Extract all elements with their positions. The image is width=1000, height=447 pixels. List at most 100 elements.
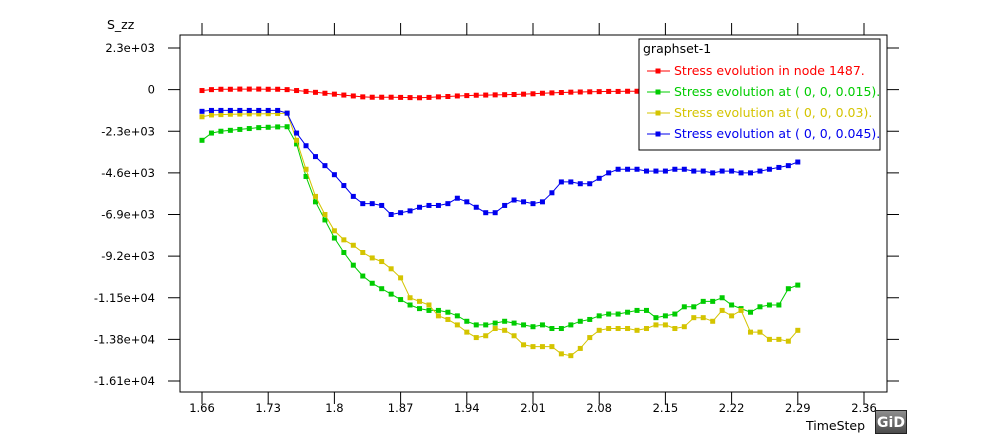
data-point xyxy=(785,163,791,169)
data-point xyxy=(341,237,347,243)
data-point xyxy=(587,181,593,187)
data-point xyxy=(294,130,300,136)
y-tick-label: -6.9e+03 xyxy=(101,208,155,222)
legend-marker xyxy=(655,110,661,116)
data-point xyxy=(530,201,536,207)
data-point xyxy=(643,307,649,313)
data-point xyxy=(691,315,697,321)
data-point xyxy=(766,302,772,308)
data-point xyxy=(681,166,687,172)
data-point xyxy=(341,250,347,256)
data-point xyxy=(218,128,224,134)
y-axis-title: S_zz xyxy=(107,17,135,32)
data-point xyxy=(700,315,706,321)
y-tick-label: -9.2e+03 xyxy=(101,249,155,263)
data-point xyxy=(237,107,243,113)
data-point xyxy=(379,286,385,292)
data-point xyxy=(256,86,262,92)
data-point xyxy=(568,322,574,328)
data-point xyxy=(227,127,233,133)
data-point xyxy=(208,112,214,118)
series-2 xyxy=(199,110,801,359)
data-point xyxy=(502,92,508,98)
data-point xyxy=(379,259,385,265)
data-point xyxy=(303,166,309,172)
data-point xyxy=(303,173,309,179)
data-point xyxy=(748,329,754,335)
data-point xyxy=(284,87,290,93)
data-point xyxy=(577,181,583,187)
data-point xyxy=(227,107,233,113)
data-point xyxy=(464,199,470,205)
data-point xyxy=(776,336,782,342)
data-point xyxy=(388,94,394,100)
data-point xyxy=(568,89,574,95)
data-point xyxy=(549,190,555,196)
data-point xyxy=(795,159,801,165)
data-point xyxy=(653,168,659,174)
data-point xyxy=(539,322,545,328)
data-point xyxy=(511,197,517,203)
data-point xyxy=(795,327,801,333)
data-point xyxy=(549,90,555,96)
data-point xyxy=(558,351,564,357)
data-point xyxy=(766,336,772,342)
data-point xyxy=(473,92,479,98)
data-point xyxy=(360,250,366,256)
data-point xyxy=(237,86,243,92)
data-point xyxy=(738,170,744,176)
data-point xyxy=(454,195,460,201)
data-point xyxy=(199,137,205,143)
data-point xyxy=(729,302,735,308)
data-point xyxy=(558,90,564,96)
x-tick-label: 2.22 xyxy=(719,401,745,415)
x-tick-label: 1.8 xyxy=(325,401,343,415)
data-point xyxy=(719,307,725,313)
data-point xyxy=(634,166,640,172)
data-point xyxy=(275,124,281,130)
data-point xyxy=(615,166,621,172)
data-point xyxy=(246,126,252,132)
data-point xyxy=(369,255,375,261)
data-point xyxy=(454,322,460,328)
data-point xyxy=(748,170,754,176)
data-point xyxy=(691,304,697,310)
y-tick-label: -1.15e+04 xyxy=(94,291,155,305)
data-point xyxy=(398,94,404,100)
data-point xyxy=(227,111,233,117)
data-point xyxy=(530,324,536,330)
data-point xyxy=(208,107,214,113)
data-point xyxy=(275,86,281,92)
data-point xyxy=(615,88,621,94)
data-point xyxy=(492,210,498,216)
x-tick-label: 1.94 xyxy=(454,401,480,415)
legend-marker xyxy=(655,131,661,137)
data-point xyxy=(729,168,735,174)
legend-title: graphset-1 xyxy=(643,41,711,56)
data-point xyxy=(710,170,716,176)
data-point xyxy=(265,111,271,117)
data-point xyxy=(445,316,451,322)
data-point xyxy=(539,199,545,205)
data-point xyxy=(539,90,545,96)
data-point xyxy=(388,266,394,272)
data-point xyxy=(710,298,716,304)
data-point xyxy=(360,94,366,100)
series-1 xyxy=(199,124,801,332)
data-point xyxy=(199,108,205,114)
data-point xyxy=(218,86,224,92)
data-point xyxy=(407,295,413,301)
data-point xyxy=(388,212,394,217)
data-point xyxy=(776,164,782,170)
data-point xyxy=(256,107,262,113)
data-point xyxy=(445,94,451,100)
data-point xyxy=(426,94,432,100)
gid-logo: GiD xyxy=(875,410,907,434)
legend: graphset-1 Stress evolution in node 1487… xyxy=(638,38,881,151)
data-point xyxy=(681,324,687,330)
data-point xyxy=(303,88,309,94)
data-point xyxy=(521,199,527,205)
data-point xyxy=(322,212,328,217)
data-point xyxy=(681,304,687,310)
data-point xyxy=(625,309,631,315)
